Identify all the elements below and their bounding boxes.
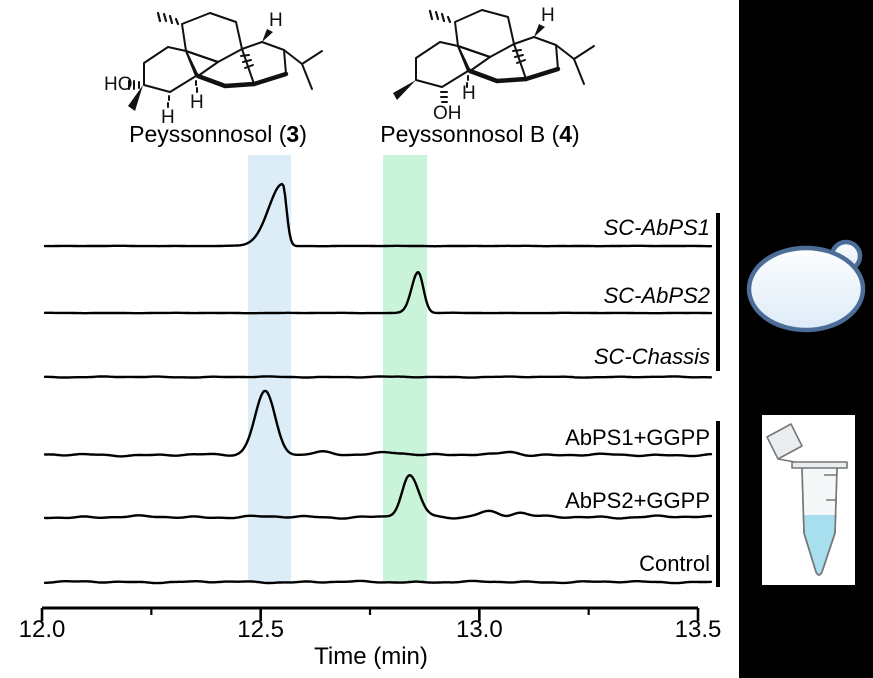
- trace-label-SC-AbPS2: SC-AbPS2: [603, 283, 710, 308]
- isopropyl-group: [283, 49, 323, 90]
- trace-label-Control: Control: [639, 551, 710, 576]
- compound-caption-4: Peyssonnosol B (4): [380, 121, 579, 148]
- tube-rim: [791, 461, 848, 469]
- tube-body-upper: [802, 468, 837, 515]
- trace-label-SC-AbPS1: SC-AbPS1: [603, 215, 710, 240]
- h-atom-label: H: [269, 10, 283, 31]
- compound-paren: ): [299, 121, 307, 147]
- chromatogram-trace-Control: [43, 579, 713, 585]
- compound-name: Peyssonnosol (: [129, 121, 287, 147]
- yeast-cell-icon: [746, 239, 866, 333]
- compound-number: 3: [286, 121, 300, 147]
- methyl-wedge-bond: [128, 85, 143, 111]
- ring-c: [241, 41, 287, 85]
- compound-caption-3: Peyssonnosol (3): [129, 121, 307, 148]
- x-axis-title: Time (min): [314, 643, 428, 670]
- methyl-wedge-bond: [393, 80, 416, 100]
- right-panel: [739, 0, 873, 678]
- cyclopropane-ring: [457, 45, 491, 72]
- stereo-hash-junction: [240, 54, 254, 69]
- tube-lid: [766, 423, 803, 460]
- highlight-band-blue: [247, 155, 292, 583]
- bracket-yeast-group: [716, 213, 720, 371]
- stereo-hash-junction: [512, 49, 526, 64]
- yeast-body: [746, 245, 866, 333]
- x-tick-label-13.5: 13.5: [674, 616, 722, 643]
- chromatogram-trace-SC-AbPS1: [43, 182, 713, 248]
- chromatogram-trace-AbPS2+GGPP: [43, 474, 713, 520]
- stereo-hash-h-left: [167, 95, 170, 108]
- bold-bonds: [467, 66, 561, 84]
- stereo-hash-h-center: [195, 80, 198, 93]
- tube-body-outline2: [801, 467, 838, 576]
- microcentrifuge-tube-icon: [766, 423, 848, 576]
- x-tick-label-13.0: 13.0: [455, 616, 503, 643]
- chromatogram-trace-SC-AbPS2: [43, 271, 713, 315]
- x-tick-label-12.5: 12.5: [237, 616, 285, 643]
- compound-structure-peyssonnosol-3: HO H H H: [104, 10, 323, 126]
- trace-label-SC-Chassis: SC-Chassis: [593, 344, 710, 369]
- stereo-hash-methyl-top: [428, 9, 452, 24]
- trace-label-AbPS1+GGPP: AbPS1+GGPP: [565, 425, 710, 450]
- stereo-hash-oh: [440, 91, 448, 103]
- stereo-hash-h-center: [466, 75, 469, 88]
- compound-number: 4: [559, 121, 573, 147]
- h-atom-label: H: [462, 83, 476, 104]
- h-atom-label: H: [541, 5, 555, 26]
- hydroxyl-label: HO: [104, 74, 133, 95]
- h-wedge-bond: [534, 24, 545, 37]
- x-tick-label-12.0: 12.0: [18, 616, 66, 643]
- compound-paren: ): [572, 121, 580, 147]
- cyclopropane-ring: [185, 50, 219, 77]
- trace-label-AbPS2+GGPP: AbPS2+GGPP: [565, 488, 710, 513]
- hydroxyl-label: OH: [433, 103, 462, 124]
- chromatogram-trace-AbPS1+GGPP: [43, 389, 713, 458]
- stereo-hash-methyl-top: [156, 11, 180, 26]
- compound-structure-peyssonnosol-b-4: OH H H: [393, 5, 595, 124]
- h-wedge-bond: [262, 29, 273, 42]
- highlight-band-green: [383, 155, 427, 583]
- tube-graduations: [824, 474, 836, 501]
- stereo-hash-ho: [128, 80, 140, 90]
- chromatogram-trace-SC-Chassis: [43, 375, 713, 379]
- h-atom-label: H: [190, 92, 204, 113]
- bracket-invitro-group: [716, 421, 720, 587]
- bold-bonds: [195, 71, 289, 89]
- tube-icon-background: [762, 415, 855, 585]
- compound-name: Peyssonnosol B (: [380, 121, 560, 147]
- isopropyl-group: [555, 44, 595, 85]
- ring-c: [513, 36, 559, 80]
- tube-liquid: [803, 515, 836, 575]
- h-atom-label: H: [161, 107, 175, 126]
